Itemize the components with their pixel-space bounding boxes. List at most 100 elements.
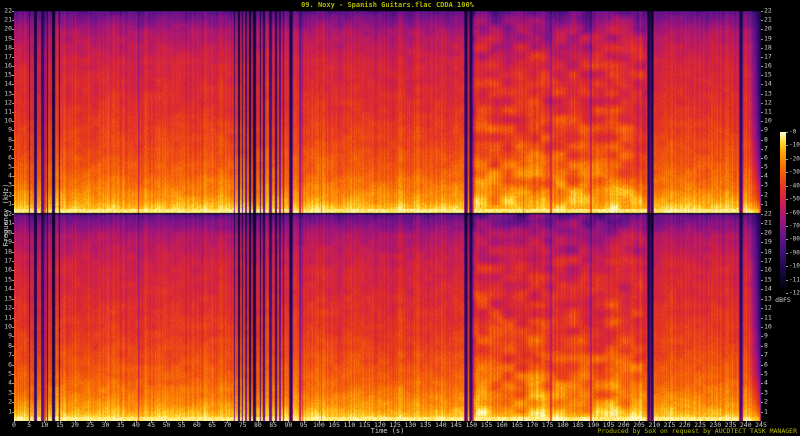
tick-mark <box>730 421 732 423</box>
tick-mark <box>761 121 763 123</box>
tick-mark <box>410 421 412 423</box>
freq-tick-label: 9 <box>8 331 12 340</box>
tick-mark <box>761 232 763 234</box>
tick-mark <box>135 421 137 423</box>
freq-tick-label: 16 <box>764 61 772 70</box>
freq-tick-label: 4 <box>764 171 768 180</box>
tick-mark <box>196 421 198 423</box>
freq-tick-label: 3 <box>8 388 12 397</box>
freq-tick-label: 19 <box>764 34 772 43</box>
tick-mark <box>786 279 788 281</box>
tick-mark <box>761 167 763 169</box>
tick-mark <box>761 84 763 86</box>
tick-mark <box>786 132 788 133</box>
tick-mark <box>257 421 259 423</box>
tick-mark <box>578 421 580 423</box>
freq-tick-label: 8 <box>8 135 12 144</box>
tick-mark <box>761 373 763 375</box>
freq-tick-label: 6 <box>764 153 768 162</box>
tick-mark <box>303 421 305 423</box>
tick-mark <box>120 421 122 423</box>
tick-mark <box>440 421 442 423</box>
tick-mark <box>786 212 788 214</box>
freq-tick-label: 9 <box>8 125 12 134</box>
tick-mark <box>14 421 15 423</box>
tick-mark <box>471 421 473 423</box>
tick-mark <box>761 317 763 319</box>
freq-tick-label: 5 <box>764 369 768 378</box>
freq-tick-label: 21 <box>764 15 772 24</box>
dbfs-axis-label: dBFS <box>775 296 791 304</box>
db-tick-label: -0 <box>789 128 797 136</box>
freq-tick-label: 18 <box>4 43 12 52</box>
freq-tick-label: 12 <box>4 98 12 107</box>
freq-tick-label: 9 <box>764 331 768 340</box>
tick-mark <box>318 421 320 423</box>
freq-tick-label: 6 <box>8 153 12 162</box>
freq-tick-label: 1 <box>764 199 768 208</box>
freq-tick-label: 2 <box>8 397 12 406</box>
tick-mark <box>761 47 763 49</box>
tick-mark <box>761 308 763 310</box>
tick-mark <box>786 172 788 174</box>
freq-tick-label: 16 <box>4 265 12 274</box>
tick-mark <box>639 421 641 423</box>
spectrogram-heatmap <box>14 11 761 421</box>
tick-mark <box>761 66 763 68</box>
tick-mark <box>242 421 244 423</box>
tick-mark <box>44 421 46 423</box>
tick-mark <box>761 148 763 150</box>
frequency-axis-label: Frequency (kHz) <box>2 183 10 247</box>
tick-mark <box>761 345 763 347</box>
tick-mark <box>761 38 763 40</box>
tick-mark <box>288 421 290 423</box>
tick-mark <box>334 421 336 423</box>
tick-mark <box>761 355 763 357</box>
tick-mark <box>684 421 686 423</box>
db-tick-label: -70 <box>789 222 800 230</box>
dbfs-colorbar <box>780 132 786 293</box>
tick-mark <box>532 421 534 423</box>
tick-mark <box>761 223 763 225</box>
footer-credit: Produced by SoX on request by AUCDTECT T… <box>597 427 797 435</box>
db-tick-label: -110 <box>789 276 800 284</box>
tick-mark <box>562 421 564 423</box>
freq-tick-label: 15 <box>4 275 12 284</box>
freq-tick-label: 22 <box>764 209 772 218</box>
tick-mark <box>151 421 153 423</box>
freq-tick-label: 18 <box>764 247 772 256</box>
tick-mark <box>761 392 763 394</box>
tick-mark <box>349 421 351 423</box>
tick-mark <box>364 421 366 423</box>
tick-mark <box>761 261 763 263</box>
freq-tick-label: 4 <box>764 378 768 387</box>
freq-tick-label: 17 <box>4 256 12 265</box>
freq-tick-label: 5 <box>764 162 768 171</box>
tick-mark <box>761 93 763 95</box>
freq-tick-label: 13 <box>4 89 12 98</box>
page-title: 09. Noxy - Spanish Guitars.flac CDDA 100… <box>301 1 474 9</box>
freq-tick-label: 8 <box>8 341 12 350</box>
tick-mark <box>608 421 610 423</box>
freq-tick-label: 18 <box>764 43 772 52</box>
freq-tick-label: 11 <box>4 313 12 321</box>
freq-tick-label: 11 <box>4 107 12 116</box>
tick-mark <box>517 421 519 423</box>
freq-tick-label: 14 <box>4 79 12 88</box>
freq-tick-label: 14 <box>4 284 12 293</box>
db-tick-label: -40 <box>789 182 800 190</box>
freq-tick-label: 15 <box>764 275 772 284</box>
freq-tick-label: 2 <box>764 190 768 199</box>
freq-tick-label: 17 <box>764 256 772 265</box>
freq-tick-label: 12 <box>4 303 12 312</box>
freq-tick-label: 15 <box>764 70 772 79</box>
freq-tick-label: 7 <box>764 350 768 359</box>
db-tick-label: -90 <box>789 249 800 257</box>
freq-tick-label: 10 <box>764 322 772 331</box>
freq-tick-label: 6 <box>8 360 12 369</box>
tick-mark <box>425 421 427 423</box>
db-tick-label: -30 <box>789 168 800 176</box>
tick-mark <box>501 421 503 423</box>
freq-tick-label: 19 <box>4 34 12 43</box>
freq-tick-label: 7 <box>764 144 768 153</box>
